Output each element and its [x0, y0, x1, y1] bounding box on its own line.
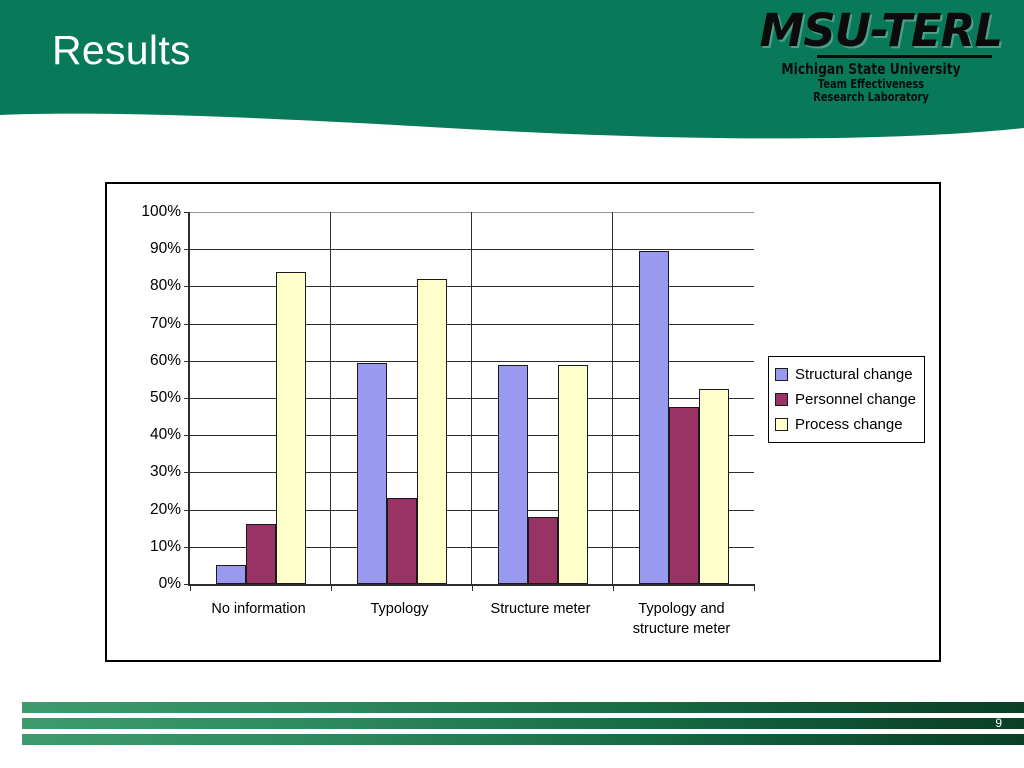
- y-axis-tick-label: 100%: [141, 203, 181, 220]
- header-banner: Results MSU-TERL Michigan State Universi…: [0, 0, 1024, 160]
- footer-decoration: 9: [0, 680, 1024, 768]
- page-title: Results: [52, 27, 191, 73]
- y-axis-tick-mark: [184, 546, 190, 548]
- y-axis-tick-label: 30%: [149, 463, 181, 481]
- chart-legend: Structural change Personnel change Process…: [768, 356, 925, 443]
- y-axis-tick-mark: [184, 472, 190, 474]
- y-axis-tick-label: 90%: [149, 240, 181, 258]
- y-axis-tick-label: 50%: [149, 389, 181, 406]
- category-divider: [612, 212, 613, 584]
- gridline: [190, 249, 754, 251]
- legend-item-label: Structural change: [795, 366, 913, 383]
- y-axis-tick-label: 40%: [149, 426, 181, 444]
- chart-bar: [416, 278, 447, 584]
- logo-divider: [817, 55, 992, 58]
- y-axis-tick-mark: [184, 435, 190, 437]
- y-axis-tick-mark: [184, 249, 190, 251]
- gridline: [190, 509, 754, 511]
- chart-bars-layer: [190, 212, 755, 591]
- y-axis-tick-label: 0%: [158, 575, 181, 592]
- legend-color-swatch: [775, 393, 788, 406]
- legend-item-label: Process change: [795, 416, 903, 433]
- page-number: 9: [995, 716, 1002, 730]
- gridline: [190, 435, 754, 437]
- y-axis-tick-mark: [184, 360, 190, 362]
- legend-item-label: Personnel change: [795, 391, 916, 408]
- x-axis-label: Typology: [370, 601, 429, 617]
- chart-bar: [245, 524, 276, 584]
- logo-line-lab: Research Laboratory: [813, 90, 929, 105]
- x-axis-tick-mark: [754, 584, 755, 591]
- legend-item: Personnel change: [775, 387, 916, 412]
- chart-bar: [668, 407, 699, 584]
- bar-group: [190, 212, 332, 591]
- gridline: [190, 360, 754, 362]
- logo-line-team: Team Effectiveness: [817, 76, 925, 91]
- chart-bar: [356, 362, 387, 584]
- chart-bar: [497, 364, 528, 584]
- footer-stripe-1: [22, 702, 1024, 713]
- chart-x-axis-labels: No information Typology Structure meter Typ…: [188, 586, 752, 639]
- category-divider: [330, 212, 331, 584]
- logo-wordmark: MSU-TERL: [759, 4, 1003, 57]
- logo-line-university: Michigan State University: [781, 60, 961, 78]
- chart-plot-area: 100% 90% 80% 70% 60% 50% 40% 30% 20% 10% 0%: [141, 203, 755, 592]
- chart-bar: [215, 565, 246, 584]
- legend-item: Process change: [775, 412, 916, 437]
- chart-bar: [527, 517, 558, 584]
- bar-group: [472, 212, 614, 591]
- x-axis-tick-mark: [190, 584, 191, 591]
- category-divider: [471, 212, 472, 584]
- header-swoosh-shape: [0, 0, 1024, 146]
- gridline: [190, 286, 754, 288]
- legend-color-swatch: [775, 368, 788, 381]
- gridline: [190, 546, 754, 548]
- y-axis-tick-mark: [184, 212, 190, 213]
- x-axis-label: Typology and structure meter: [632, 601, 731, 637]
- y-axis-tick-label: 20%: [149, 500, 181, 518]
- x-axis-label: No information: [211, 601, 306, 617]
- chart-bar: [638, 251, 669, 584]
- y-axis-tick-mark: [184, 398, 190, 399]
- bar-group: [331, 212, 473, 591]
- y-axis-tick-label: 80%: [149, 277, 181, 295]
- y-axis-tick-label: 70%: [149, 314, 181, 332]
- legend-color-swatch: [775, 418, 788, 431]
- legend-item: Structural change: [775, 362, 916, 387]
- x-axis-label: Structure meter: [490, 601, 591, 617]
- gridline: [190, 398, 754, 399]
- y-axis-tick-mark: [184, 286, 190, 288]
- plot-top-border: [190, 212, 754, 213]
- gridline: [190, 472, 754, 474]
- y-axis-tick-label: 60%: [149, 351, 181, 369]
- y-axis-tick-mark: [184, 509, 190, 511]
- y-axis-tick-mark: [184, 584, 190, 585]
- chart-bar: [698, 388, 729, 584]
- y-axis-tick-label: 10%: [149, 537, 181, 555]
- gridline: [190, 323, 754, 325]
- chart-bar: [386, 498, 417, 584]
- chart-bar: [557, 364, 588, 584]
- x-axis-tick-mark: [472, 584, 473, 591]
- bar-group: [613, 212, 755, 591]
- footer-stripe-3: [22, 734, 1024, 745]
- footer-stripe-2: [22, 718, 1024, 729]
- x-axis-tick-mark: [613, 584, 614, 591]
- x-axis-tick-mark: [331, 584, 332, 591]
- y-axis-tick-mark: [184, 323, 190, 325]
- chart-bar: [275, 271, 306, 584]
- chart-container: 100% 90% 80% 70% 60% 50% 40% 30% 20% 10% 0% No inf…: [105, 182, 941, 662]
- msu-terl-logo: MSU-TERL Michigan State University Team …: [736, 8, 1006, 105]
